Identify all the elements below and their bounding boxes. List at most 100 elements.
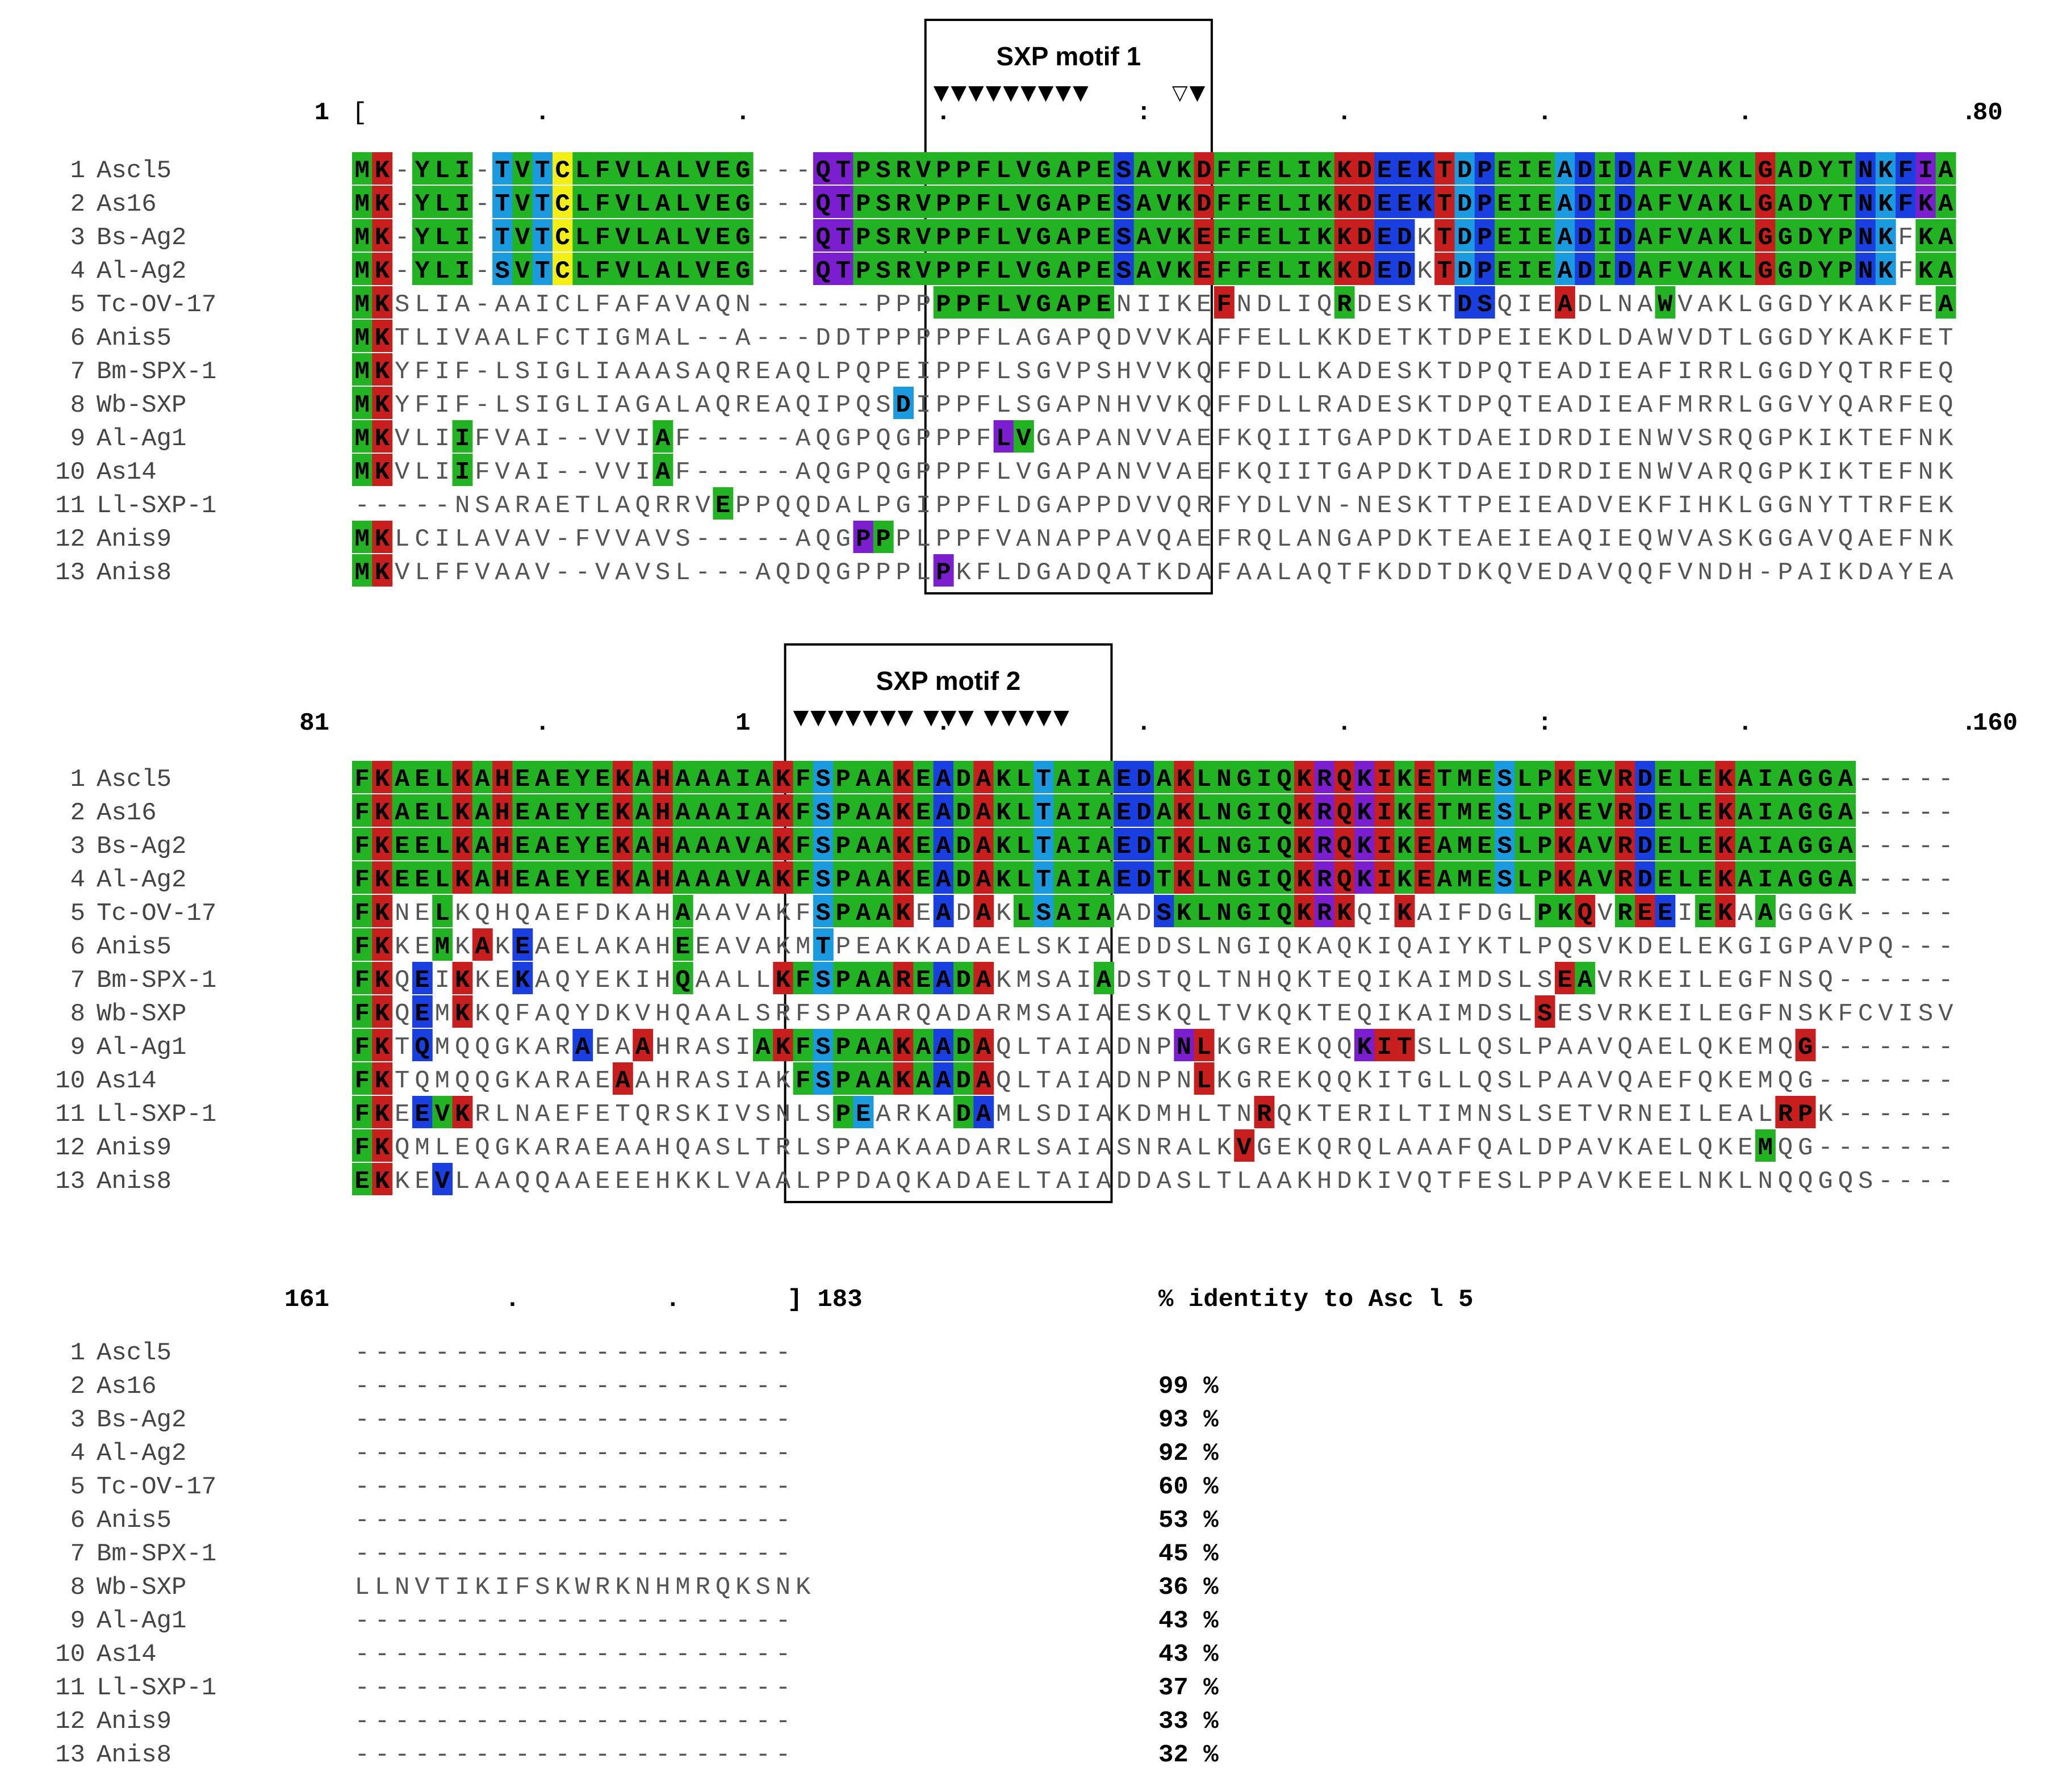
residue: K xyxy=(1297,933,1312,961)
residue: Y xyxy=(415,257,430,286)
residue: P xyxy=(956,190,970,219)
residue: V xyxy=(615,425,630,453)
residue: P xyxy=(836,799,851,827)
residue: L xyxy=(1196,866,1211,894)
residue: A xyxy=(675,799,691,827)
residue-cell xyxy=(633,152,654,185)
residue: S xyxy=(1036,1134,1051,1162)
residue: D xyxy=(1457,257,1472,286)
residue: E xyxy=(1196,224,1211,252)
residue: A xyxy=(1417,966,1432,995)
residue: P xyxy=(1557,1134,1572,1162)
residue: T xyxy=(1578,1100,1592,1129)
residue: A xyxy=(1177,1134,1192,1162)
residue-cell xyxy=(1314,152,1335,185)
residue: L xyxy=(575,391,590,420)
residue: A xyxy=(1337,391,1352,420)
residue: P xyxy=(936,391,951,420)
residue: G xyxy=(1818,899,1832,928)
residue: A xyxy=(1056,425,1072,453)
residue: A xyxy=(1136,257,1152,286)
residue: G xyxy=(1036,257,1051,286)
residue: R xyxy=(1257,1033,1271,1062)
residue: P xyxy=(1477,492,1492,520)
residue: - xyxy=(755,1640,770,1669)
residue: I xyxy=(1377,1167,1392,1196)
residue: E xyxy=(1196,291,1211,319)
residue-cell xyxy=(973,152,994,185)
residue: S xyxy=(495,257,510,286)
residue: A xyxy=(1698,458,1713,487)
residue: V xyxy=(735,866,751,894)
residue: L xyxy=(415,458,429,487)
residue-cell xyxy=(713,186,734,218)
residue: - xyxy=(655,1339,670,1367)
residue: N xyxy=(1617,291,1632,319)
residue: S xyxy=(1537,1100,1552,1129)
residue: S xyxy=(1578,933,1592,961)
residue: H xyxy=(655,799,670,827)
residue: K xyxy=(1417,358,1432,386)
residue: L xyxy=(1437,1067,1452,1095)
residue: K xyxy=(1297,1100,1312,1129)
residue: D xyxy=(1457,291,1472,319)
residue: F xyxy=(796,1000,810,1028)
residue: E xyxy=(1738,1067,1752,1095)
residue: A xyxy=(976,933,991,961)
residue: - xyxy=(1918,1067,1933,1095)
residue: P xyxy=(1798,933,1813,961)
residue-cell xyxy=(512,152,533,185)
residue: A xyxy=(655,224,671,252)
residue: N xyxy=(1858,190,1873,219)
residue: - xyxy=(395,1506,409,1535)
residue: - xyxy=(1878,899,1893,928)
residue: S xyxy=(1177,1167,1191,1196)
ruler-mark: . xyxy=(735,99,750,127)
residue: K xyxy=(1738,525,1753,554)
residue: V xyxy=(735,899,751,928)
residue: - xyxy=(1918,966,1933,995)
residue: H xyxy=(655,1000,670,1028)
residue: A xyxy=(735,324,751,353)
residue: L xyxy=(1698,966,1713,995)
residue: L xyxy=(1016,799,1031,827)
residue: - xyxy=(696,1707,710,1736)
residue: V xyxy=(1818,525,1833,554)
residue: D xyxy=(1718,559,1733,587)
residue: Q xyxy=(475,1067,489,1095)
residue: G xyxy=(1237,832,1252,861)
residue: K xyxy=(375,559,390,587)
identity-value: 43 % xyxy=(1158,1607,1219,1635)
residue-cell xyxy=(412,219,433,252)
row-number: 3 xyxy=(70,224,85,252)
residue: A xyxy=(796,425,811,453)
residue: E xyxy=(1718,966,1733,995)
residue: F xyxy=(976,425,991,453)
residue: L xyxy=(1517,933,1532,961)
residue: L xyxy=(575,224,590,252)
residue: F xyxy=(435,559,450,587)
residue: A xyxy=(1116,899,1132,928)
residue: L xyxy=(435,765,450,794)
residue: - xyxy=(395,1640,409,1669)
residue-cell xyxy=(1534,152,1555,185)
residue: - xyxy=(696,525,710,554)
residue: A xyxy=(976,1033,991,1062)
residue: G xyxy=(735,224,750,252)
residue: - xyxy=(716,1707,730,1736)
residue-cell xyxy=(352,186,373,218)
residue: V xyxy=(1016,157,1031,185)
residue: K xyxy=(455,1000,470,1028)
residue: N xyxy=(455,492,470,520)
residue: G xyxy=(1798,866,1813,894)
residue: G xyxy=(1758,190,1772,219)
residue: M xyxy=(435,933,450,961)
residue: - xyxy=(796,157,810,185)
residue: D xyxy=(1016,492,1031,520)
residue: F xyxy=(1658,559,1672,587)
residue: A xyxy=(755,765,771,794)
residue: A xyxy=(856,899,871,928)
residue: I xyxy=(435,458,450,487)
row-number: 6 xyxy=(70,933,85,961)
residue: S xyxy=(755,1573,770,1602)
